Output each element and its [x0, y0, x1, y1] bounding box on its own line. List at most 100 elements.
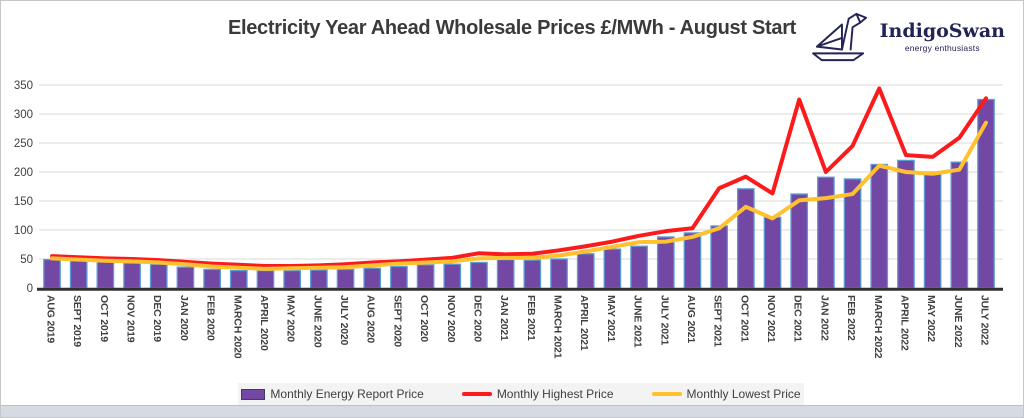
svg-text:DEC 2019: DEC 2019 [151, 295, 163, 342]
svg-text:OCT 2019: OCT 2019 [98, 295, 110, 342]
svg-text:DEC 2021: DEC 2021 [792, 295, 804, 342]
legend-label: Monthly Highest Price [496, 387, 614, 401]
bar-jan-2022 [817, 176, 835, 289]
bar-oct-2021 [736, 188, 755, 289]
svg-text:AUG 2020: AUG 2020 [365, 295, 377, 343]
svg-text:350: 350 [14, 80, 33, 92]
svg-text:250: 250 [14, 138, 33, 150]
bar-april-2022 [897, 159, 915, 289]
page-bottom-strip [1, 405, 1023, 417]
bar-sept-2019 [69, 260, 88, 289]
svg-text:150: 150 [14, 196, 33, 208]
svg-text:JUNE 2021: JUNE 2021 [632, 295, 644, 348]
x-axis-labels: AUG 2019 SEPT 2019 OCT 2019 NOV 2019 DEC 201… [45, 295, 991, 359]
bar-june-2022 [950, 161, 969, 289]
bar-may-2021 [603, 248, 622, 289]
svg-text:NOV 2021: NOV 2021 [765, 295, 777, 343]
yellow-line-swatch-icon [651, 392, 682, 396]
bar-sept-2020 [390, 265, 408, 289]
bar-june-2020 [310, 269, 328, 289]
svg-text:FEB 2021: FEB 2021 [525, 295, 537, 341]
bar-nov-2021 [763, 216, 782, 289]
svg-text:NOV 2019: NOV 2019 [125, 295, 137, 343]
bar-sept-2021 [710, 225, 728, 289]
bar-april-2020 [256, 269, 275, 289]
svg-text:MAY 2022: MAY 2022 [925, 295, 937, 342]
bar-feb-2020 [203, 268, 221, 289]
bar-july-2021 [656, 236, 675, 289]
logo-tagline: energy enthusiasts [904, 42, 980, 53]
chart-title: Electricity Year Ahead Wholesale Prices … [227, 17, 797, 39]
origami-swan-icon [811, 12, 867, 62]
svg-text:MARCH 2021: MARCH 2021 [552, 295, 564, 359]
svg-text:AUG 2021: AUG 2021 [685, 295, 697, 343]
svg-text:JAN 2022: JAN 2022 [818, 295, 830, 341]
svg-text:APRIL 2022: APRIL 2022 [898, 295, 910, 351]
svg-text:JAN 2021: JAN 2021 [498, 295, 510, 341]
bar-dec-2020 [470, 261, 488, 289]
svg-text:OCT 2020: OCT 2020 [418, 295, 430, 342]
svg-text:300: 300 [14, 109, 33, 121]
svg-text:APRIL 2020: APRIL 2020 [258, 295, 270, 351]
svg-text:SEPT 2019: SEPT 2019 [71, 295, 83, 347]
bar-march-2022 [870, 163, 889, 289]
chart-legend: Monthly Energy Report Price Monthly High… [238, 383, 804, 405]
legend-item-lowest-price: Monthly Lowest Price [651, 387, 801, 401]
logo-wordmark: IndigoSwan [879, 19, 1005, 42]
svg-text:JULY 2020: JULY 2020 [338, 295, 350, 346]
svg-text:100: 100 [14, 225, 33, 237]
bar-july-2020 [336, 268, 355, 289]
bar-oct-2020 [416, 264, 435, 289]
legend-item-highest-price: Monthly Highest Price [461, 387, 614, 401]
svg-text:JUNE 2020: JUNE 2020 [311, 295, 323, 348]
svg-text:50: 50 [20, 254, 33, 266]
bar-aug-2021 [683, 232, 702, 289]
bar-nov-2020 [443, 263, 462, 289]
bar-aug-2019 [43, 258, 61, 289]
bar-jan-2020 [176, 266, 195, 289]
legend-item-report-price: Monthly Energy Report Price [241, 387, 424, 401]
bar-jan-2021 [496, 258, 515, 289]
svg-text:AUG 2019: AUG 2019 [45, 295, 57, 343]
svg-text:JULY 2022: JULY 2022 [979, 295, 991, 346]
bar-dec-2021 [790, 193, 809, 289]
y-axis-labels: 0 50 100 150 200 250 300 350 [14, 80, 33, 295]
line-monthly-lowest-price [50, 120, 988, 271]
svg-text:MAY 2021: MAY 2021 [605, 295, 617, 342]
svg-text:JAN 2020: JAN 2020 [178, 295, 190, 341]
bar-oct-2019 [96, 261, 115, 289]
gridlines [39, 84, 1003, 260]
bar-swatch-icon [241, 388, 266, 400]
svg-text:MAY 2020: MAY 2020 [285, 295, 297, 342]
bar-may-2022 [923, 171, 942, 289]
legend-label: Monthly Lowest Price [686, 387, 801, 401]
svg-text:FEB 2020: FEB 2020 [205, 295, 217, 341]
svg-text:FEB 2022: FEB 2022 [845, 295, 857, 341]
svg-text:OCT 2021: OCT 2021 [738, 295, 750, 342]
logo-text: IndigoSwan energy enthusiasts [879, 19, 1005, 53]
svg-text:0: 0 [27, 283, 33, 295]
svg-text:APRIL 2021: APRIL 2021 [578, 295, 590, 351]
bar-july-2022 [977, 98, 995, 289]
svg-text:200: 200 [14, 167, 33, 179]
bar-march-2021 [550, 258, 568, 289]
chart-plot-area: 0 50 100 150 200 250 300 350 AUG 2019 SEPT 2019 OC… [14, 80, 1003, 359]
svg-text:MARCH 2020: MARCH 2020 [231, 295, 243, 359]
legend-label: Monthly Energy Report Price [270, 387, 424, 401]
bar-june-2021 [630, 245, 648, 289]
svg-text:JUNE 2022: JUNE 2022 [952, 295, 964, 348]
line-monthly-highest-price [50, 86, 988, 268]
bar-dec-2019 [149, 263, 168, 289]
red-line-swatch-icon [461, 392, 492, 396]
bars-monthly-energy-report-price [43, 98, 995, 289]
indigoswan-logo: IndigoSwan energy enthusiasts [805, 9, 1009, 65]
bar-aug-2020 [363, 267, 382, 289]
bar-nov-2019 [123, 262, 141, 289]
svg-text:MARCH 2022: MARCH 2022 [872, 295, 884, 359]
bar-may-2020 [283, 269, 302, 289]
svg-text:DEC 2020: DEC 2020 [471, 295, 483, 342]
bar-april-2021 [576, 253, 595, 289]
svg-text:SEPT 2020: SEPT 2020 [391, 295, 403, 347]
svg-text:JULY 2021: JULY 2021 [658, 295, 670, 346]
